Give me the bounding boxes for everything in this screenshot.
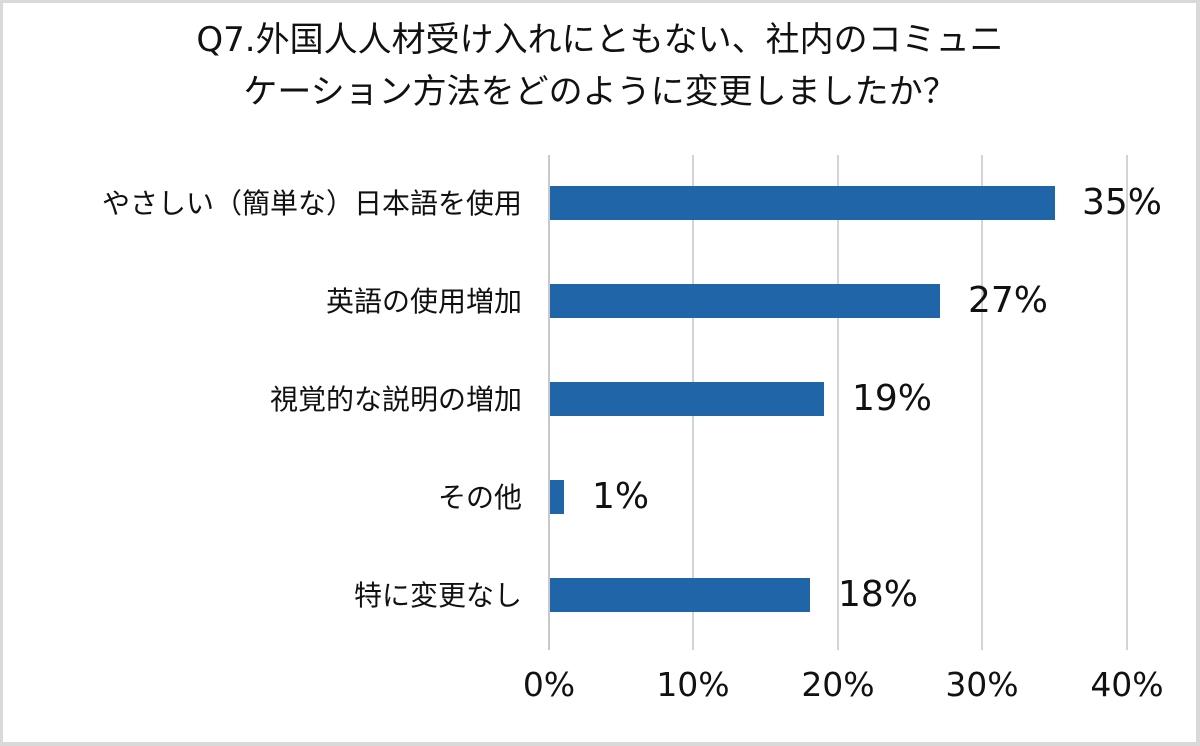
- value-label: 19%: [852, 378, 933, 419]
- gridline-30: [981, 155, 983, 650]
- value-label: 35%: [1082, 182, 1163, 223]
- y-axis-line: [548, 155, 550, 650]
- bar: [550, 284, 940, 318]
- value-label: 18%: [838, 574, 919, 615]
- bar: [550, 578, 810, 612]
- category-label: やさしい（簡単な）日本語を使用: [101, 187, 522, 220]
- category-label: 英語の使用増加: [325, 285, 522, 318]
- value-label: 1%: [592, 476, 650, 517]
- x-tick-label: 10%: [656, 665, 730, 704]
- category-label: 特に変更なし: [353, 579, 522, 612]
- gridline-20: [837, 155, 839, 650]
- x-tick-label: 0%: [522, 665, 576, 704]
- bar: [550, 480, 564, 514]
- x-tick-label: 40%: [1090, 665, 1164, 704]
- bar: [550, 186, 1055, 220]
- chart-frame: [3, 3, 1196, 742]
- chart-title-line-2: ケーション方法をどのように変更しましたか？: [243, 72, 957, 112]
- bar: [550, 382, 824, 416]
- category-label: その他: [437, 481, 522, 514]
- category-label: 視覚的な説明の増加: [269, 383, 522, 416]
- value-label: 27%: [968, 280, 1049, 321]
- x-tick-label: 30%: [945, 665, 1019, 704]
- chart-title-line-1: Q7.外国人人材受け入れにともない、社内のコミュニ: [196, 20, 1004, 60]
- chart-title: Q7.外国人人材受け入れにともない、社内のコミュニ ケーション方法をどのように変…: [0, 14, 1200, 118]
- gridline-40: [1126, 155, 1128, 650]
- x-tick-label: 20%: [801, 665, 875, 704]
